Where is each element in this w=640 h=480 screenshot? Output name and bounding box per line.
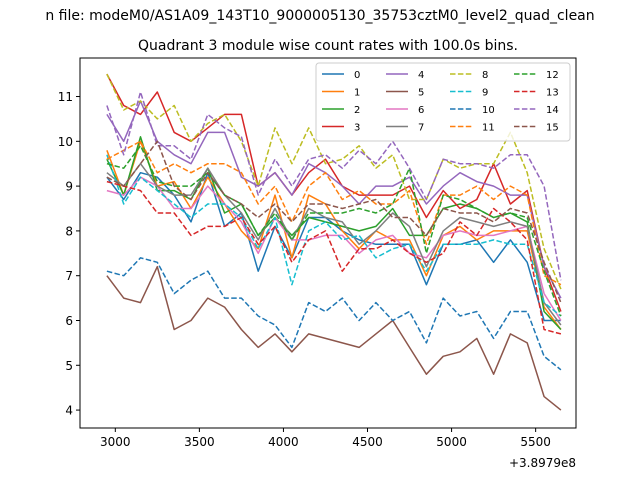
- x-tick-label: 4500: [352, 435, 383, 449]
- series-line-5: [106, 265, 562, 411]
- y-tick-label: 5: [65, 359, 73, 373]
- legend-label-6: 6: [418, 105, 424, 116]
- series-line-10: [106, 257, 562, 371]
- x-axis: 3000 3500 4000 4500 5000 5500: [100, 428, 551, 449]
- legend-label-14: 14: [546, 105, 559, 116]
- x-tick-label: 3000: [100, 435, 131, 449]
- legend-label-1: 1: [354, 88, 360, 99]
- series-line-14: [106, 91, 562, 281]
- y-tick-label: 6: [65, 314, 73, 328]
- y-tick-label: 7: [65, 269, 73, 283]
- series-line-15: [106, 140, 562, 303]
- series-line-7: [106, 162, 562, 326]
- series-line-4: [106, 100, 562, 299]
- series-line-9: [106, 154, 562, 317]
- legend-label-9: 9: [482, 88, 488, 99]
- series-line-13: [106, 180, 562, 335]
- series-line-6: [106, 176, 562, 321]
- plot-frame: [79, 57, 577, 429]
- legend-label-11: 11: [482, 123, 495, 134]
- series-lines: [106, 73, 562, 411]
- legend-label-3: 3: [354, 123, 360, 134]
- y-tick-label: 10: [58, 135, 73, 149]
- y-tick-label: 9: [65, 180, 73, 194]
- figure-suptitle: n file: modeM0/AS1A09_143T10_9000005130_…: [45, 8, 594, 24]
- x-tick-label: 4000: [268, 435, 299, 449]
- legend-label-5: 5: [418, 88, 424, 99]
- y-tick-label: 8: [65, 224, 73, 238]
- legend-label-7: 7: [418, 123, 424, 134]
- series-line-11: [106, 140, 562, 286]
- y-axis: 4 5 6 7 8 9 10 11: [58, 90, 80, 418]
- legend-label-4: 4: [418, 70, 424, 81]
- legend-label-0: 0: [354, 70, 360, 81]
- legend-label-12: 12: [546, 70, 559, 81]
- legend-label-8: 8: [482, 70, 488, 81]
- x-tick-label: 5500: [520, 435, 551, 449]
- y-tick-label: 4: [65, 404, 73, 418]
- legend-box: [315, 62, 571, 142]
- series-line-12: [106, 145, 562, 317]
- x-axis-offset-label: +3.8979e8: [509, 456, 576, 470]
- legend-label-10: 10: [482, 105, 495, 116]
- legend-label-2: 2: [354, 105, 360, 116]
- x-tick-label: 3500: [184, 435, 215, 449]
- y-tick-label: 11: [58, 90, 73, 104]
- legend-label-13: 13: [546, 88, 559, 99]
- x-tick-label: 5000: [436, 435, 467, 449]
- chart-title: Quadrant 3 module wise count rates with …: [138, 38, 518, 54]
- legend-label-15: 15: [546, 123, 559, 134]
- series-line-3: [106, 73, 562, 312]
